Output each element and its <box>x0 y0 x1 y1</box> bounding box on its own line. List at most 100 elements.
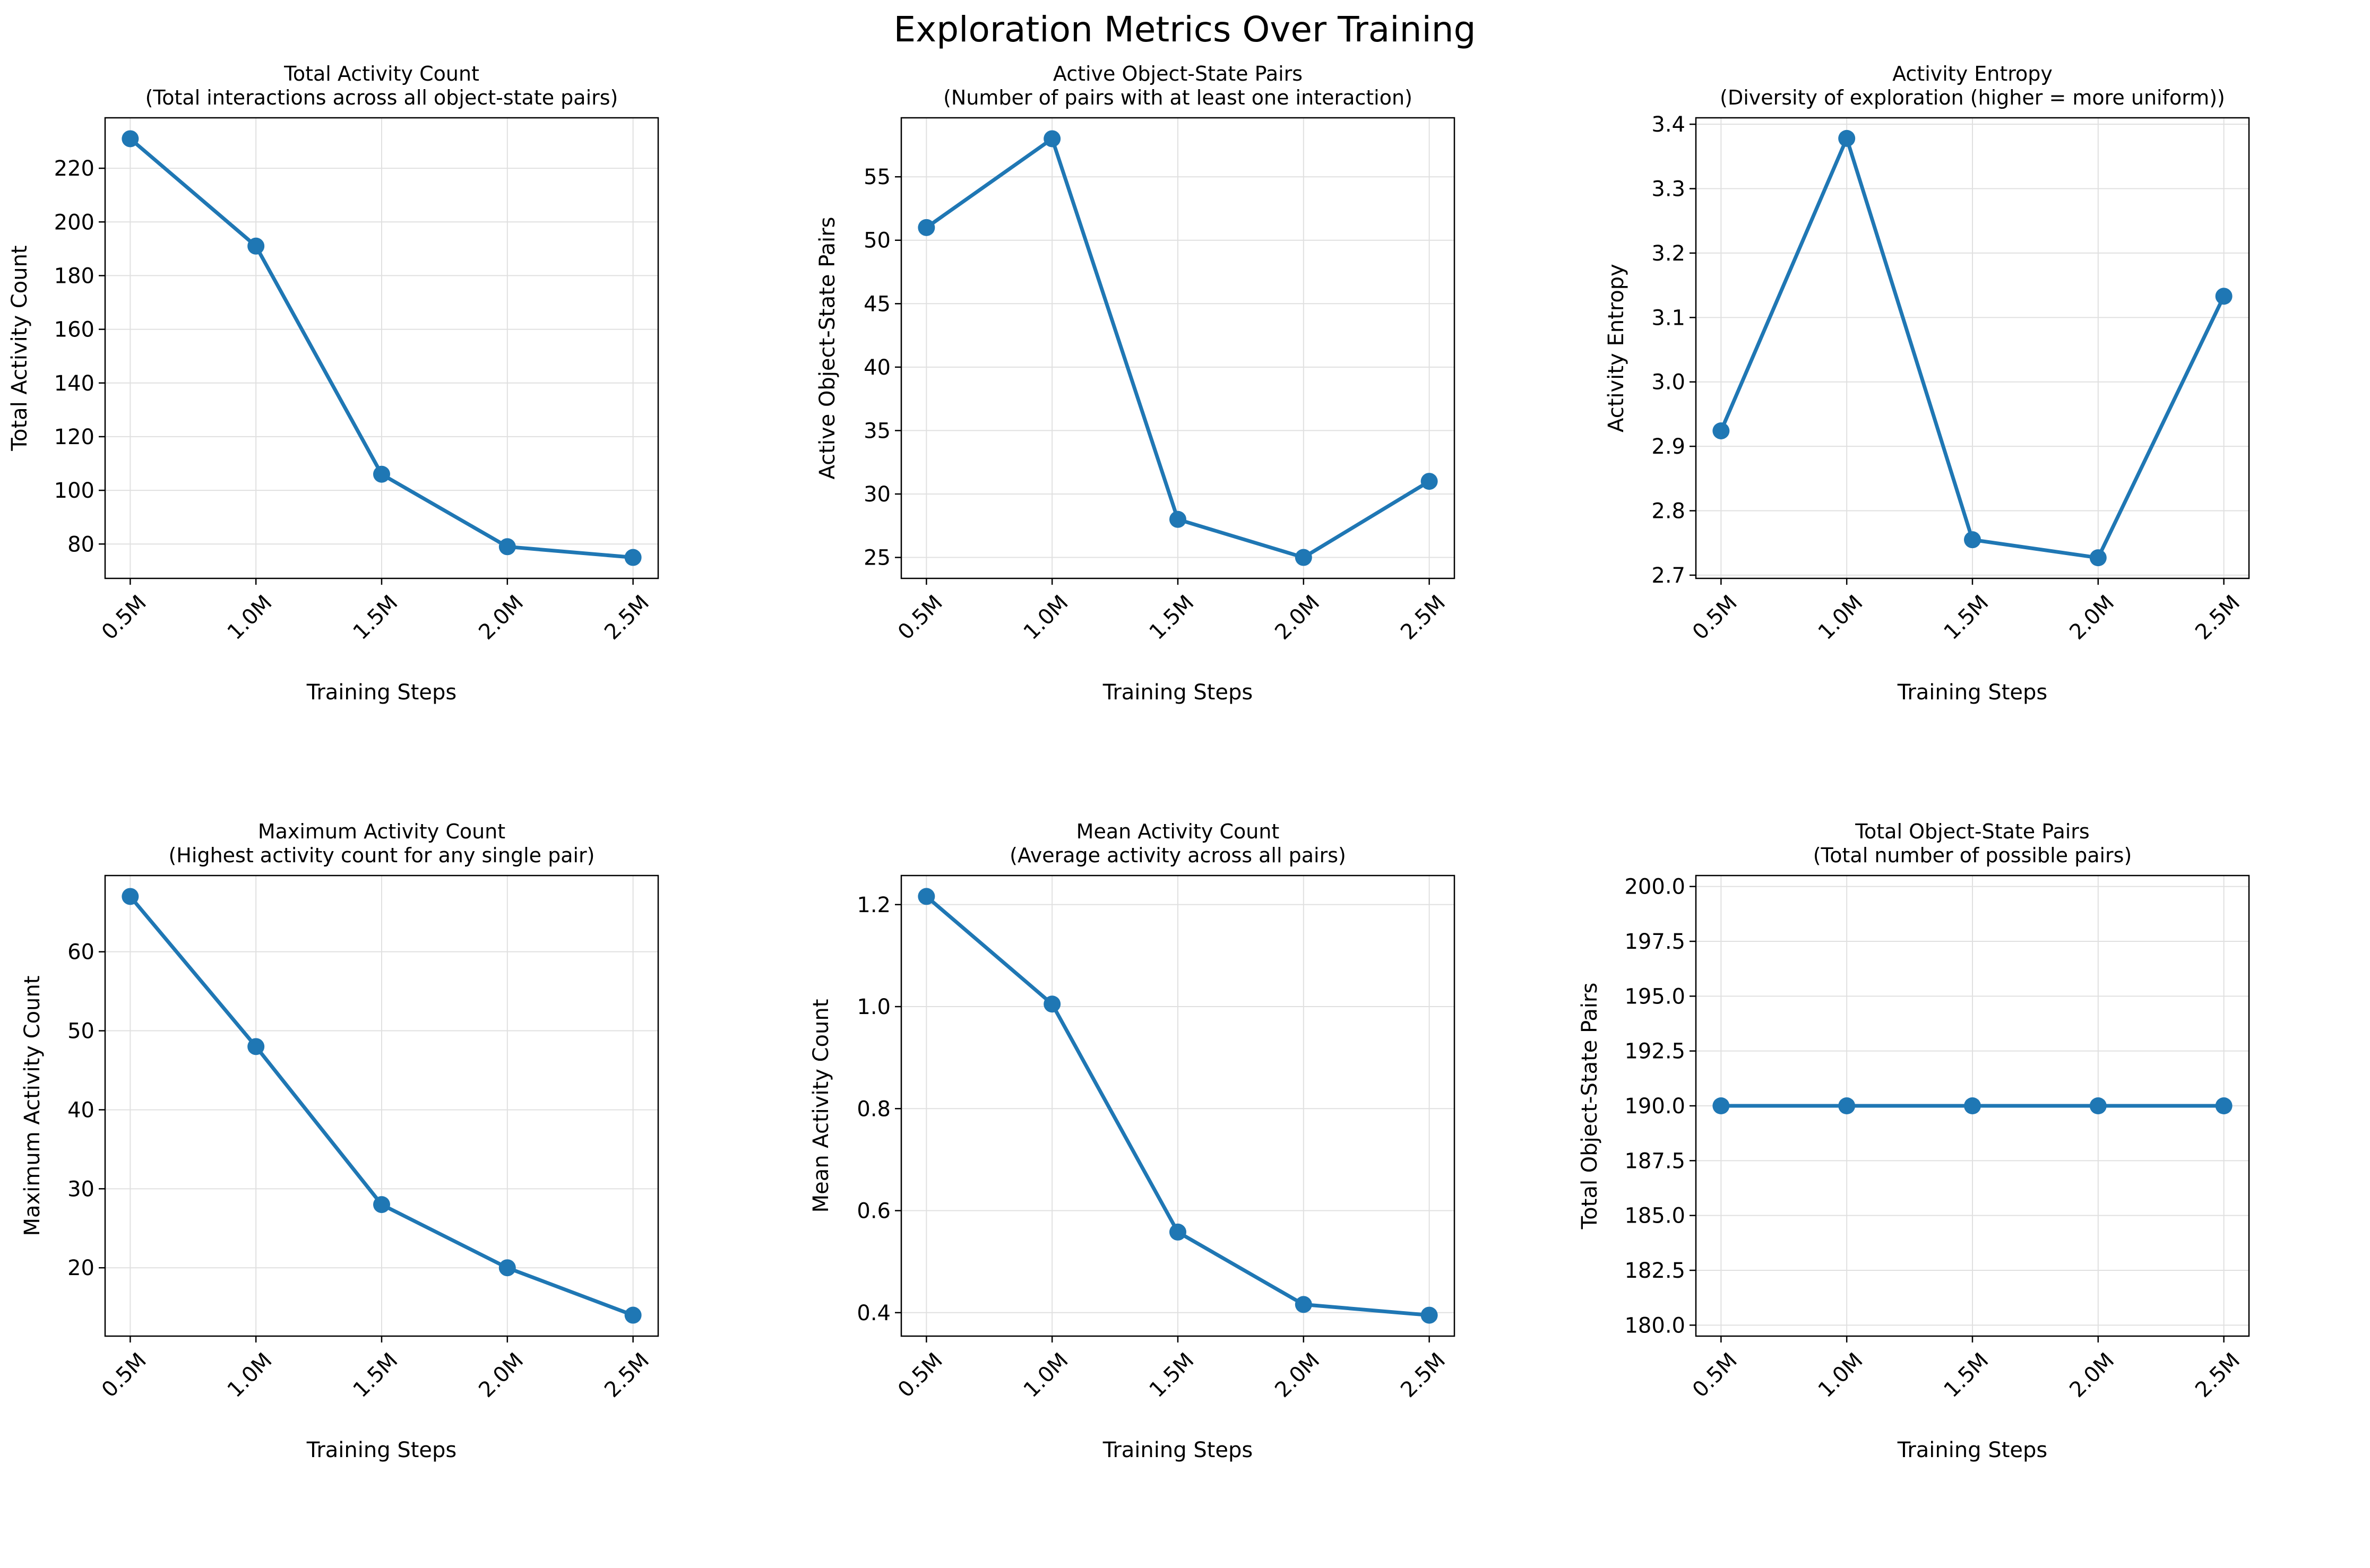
y-tick-label: 3.1 <box>1651 306 1685 330</box>
y-tick-label: 200 <box>54 210 94 235</box>
subplot-subtitle: (Diversity of exploration (higher = more… <box>1720 86 2225 109</box>
y-tick-label: 1.2 <box>857 893 891 917</box>
y-tick-label: 195.0 <box>1624 984 1685 1009</box>
data-point <box>1169 510 1186 528</box>
data-point <box>247 237 265 255</box>
y-tick-label: 35 <box>864 419 891 443</box>
x-tick-label: 2.5M <box>1396 591 1450 645</box>
data-point <box>1964 1097 1981 1114</box>
y-tick-label: 30 <box>864 482 891 507</box>
data-point <box>122 130 139 148</box>
y-tick-label: 190.0 <box>1624 1094 1685 1119</box>
y-tick-label: 0.4 <box>857 1301 891 1326</box>
x-tick-label: 1.0M <box>1019 1348 1073 1402</box>
data-point <box>624 549 642 566</box>
x-tick-label: 2.0M <box>1270 591 1324 645</box>
x-tick-label: 2.0M <box>2065 1348 2119 1402</box>
subplot-title: Maximum Activity Count <box>258 820 505 843</box>
y-tick-label: 200.0 <box>1624 875 1685 899</box>
y-tick-label: 50 <box>864 229 891 253</box>
x-tick-label: 1.0M <box>223 1348 277 1402</box>
x-tick-label: 1.0M <box>1814 591 1868 645</box>
y-tick-label: 0.8 <box>857 1097 891 1121</box>
x-tick-label: 1.5M <box>1145 591 1199 645</box>
subplot-4: 20 30 40 50 60 0.5M 1.0M 1.5M 2.0M 2.5M Maximum Ac… <box>20 820 659 1462</box>
x-tick-label: 0.5M <box>97 1348 151 1402</box>
y-tick-label: 40 <box>67 1098 94 1122</box>
data-point <box>1295 549 1312 566</box>
data-point <box>1712 1097 1730 1114</box>
y-axis-label: Active Object-State Pairs <box>815 217 840 480</box>
x-axis-label: Training Steps <box>1102 1438 1253 1462</box>
x-tick-label: 0.5M <box>97 591 151 645</box>
subplot-subtitle: (Number of pairs with at least one inter… <box>943 86 1412 109</box>
y-tick-label: 80 <box>67 532 94 557</box>
data-point <box>498 538 516 556</box>
y-tick-label: 25 <box>864 546 891 570</box>
x-tick-label: 2.5M <box>600 1348 654 1402</box>
subplot-subtitle: (Highest activity count for any single p… <box>168 844 594 867</box>
y-tick-label: 160 <box>54 318 94 342</box>
data-point <box>373 465 390 483</box>
data-point <box>122 888 139 905</box>
x-axis-label: Training Steps <box>1102 680 1253 705</box>
x-tick-label: 2.5M <box>600 591 654 645</box>
x-tick-label: 1.0M <box>1019 591 1073 645</box>
data-point <box>918 888 935 905</box>
x-tick-label: 2.5M <box>1396 1348 1450 1402</box>
y-tick-label: 0.6 <box>857 1199 891 1224</box>
data-point <box>2215 1097 2233 1114</box>
x-tick-label: 1.0M <box>223 591 277 645</box>
y-tick-label: 2.8 <box>1651 499 1685 524</box>
subplot-2: 25 30 35 40 45 50 55 0.5M 1.0M 1.5M 2.0M 2.5M Active… <box>815 62 1455 705</box>
y-tick-label: 50 <box>67 1019 94 1044</box>
y-tick-label: 2.9 <box>1651 435 1685 459</box>
subplot-6: 180.0 182.5 185.0 187.5 190.0 192.5 195.0 197.5… <box>1578 820 2250 1462</box>
y-tick-label: 100 <box>54 479 94 503</box>
data-point <box>1838 1097 1856 1114</box>
data-point <box>2089 1097 2107 1114</box>
y-tick-label: 3.3 <box>1651 177 1685 202</box>
x-tick-label: 1.5M <box>349 1348 403 1402</box>
x-tick-label: 2.0M <box>474 1348 528 1402</box>
y-tick-label: 182.5 <box>1624 1259 1685 1283</box>
x-tick-label: 0.5M <box>893 1348 947 1402</box>
data-point <box>918 219 935 236</box>
data-point <box>1044 995 1061 1013</box>
y-tick-label: 120 <box>54 425 94 449</box>
y-tick-label: 55 <box>864 165 891 189</box>
data-point <box>1044 130 1061 148</box>
x-tick-label: 0.5M <box>1688 1348 1742 1402</box>
y-tick-label: 40 <box>864 356 891 380</box>
x-tick-label: 0.5M <box>1688 591 1742 645</box>
x-tick-label: 1.5M <box>1145 1348 1199 1402</box>
data-point <box>2215 288 2233 305</box>
y-tick-label: 60 <box>67 940 94 965</box>
x-tick-label: 0.5M <box>893 591 947 645</box>
x-axis-label: Training Steps <box>306 680 456 705</box>
y-tick-label: 45 <box>864 292 891 316</box>
data-point <box>1838 129 1856 147</box>
y-tick-label: 2.7 <box>1651 564 1685 588</box>
x-tick-label: 2.0M <box>2065 591 2119 645</box>
y-axis-label: Total Activity Count <box>7 245 32 451</box>
data-point <box>1420 1306 1438 1324</box>
data-point <box>1420 473 1438 490</box>
y-axis-label: Maximum Activity Count <box>20 976 45 1236</box>
data-point <box>498 1259 516 1277</box>
x-tick-label: 1.0M <box>1814 1348 1868 1402</box>
y-tick-label: 20 <box>67 1256 94 1280</box>
y-tick-label: 220 <box>54 157 94 181</box>
data-point <box>624 1306 642 1324</box>
y-axis-label: Mean Activity Count <box>809 999 833 1213</box>
subplot-3: 2.7 2.8 2.9 3.0 3.1 3.2 3.3 3.4 0.5M 1.0M 1.5M 2.0M… <box>1604 62 2250 705</box>
x-tick-label: 1.5M <box>1940 1348 1994 1402</box>
y-tick-label: 1.0 <box>857 995 891 1019</box>
x-axis-label: Training Steps <box>1897 1438 2047 1462</box>
x-tick-label: 2.0M <box>474 591 528 645</box>
figure-title: Exploration Metrics Over Training <box>893 9 1476 50</box>
x-tick-label: 2.5M <box>2191 591 2245 645</box>
subplot-title: Active Object-State Pairs <box>1053 62 1303 85</box>
